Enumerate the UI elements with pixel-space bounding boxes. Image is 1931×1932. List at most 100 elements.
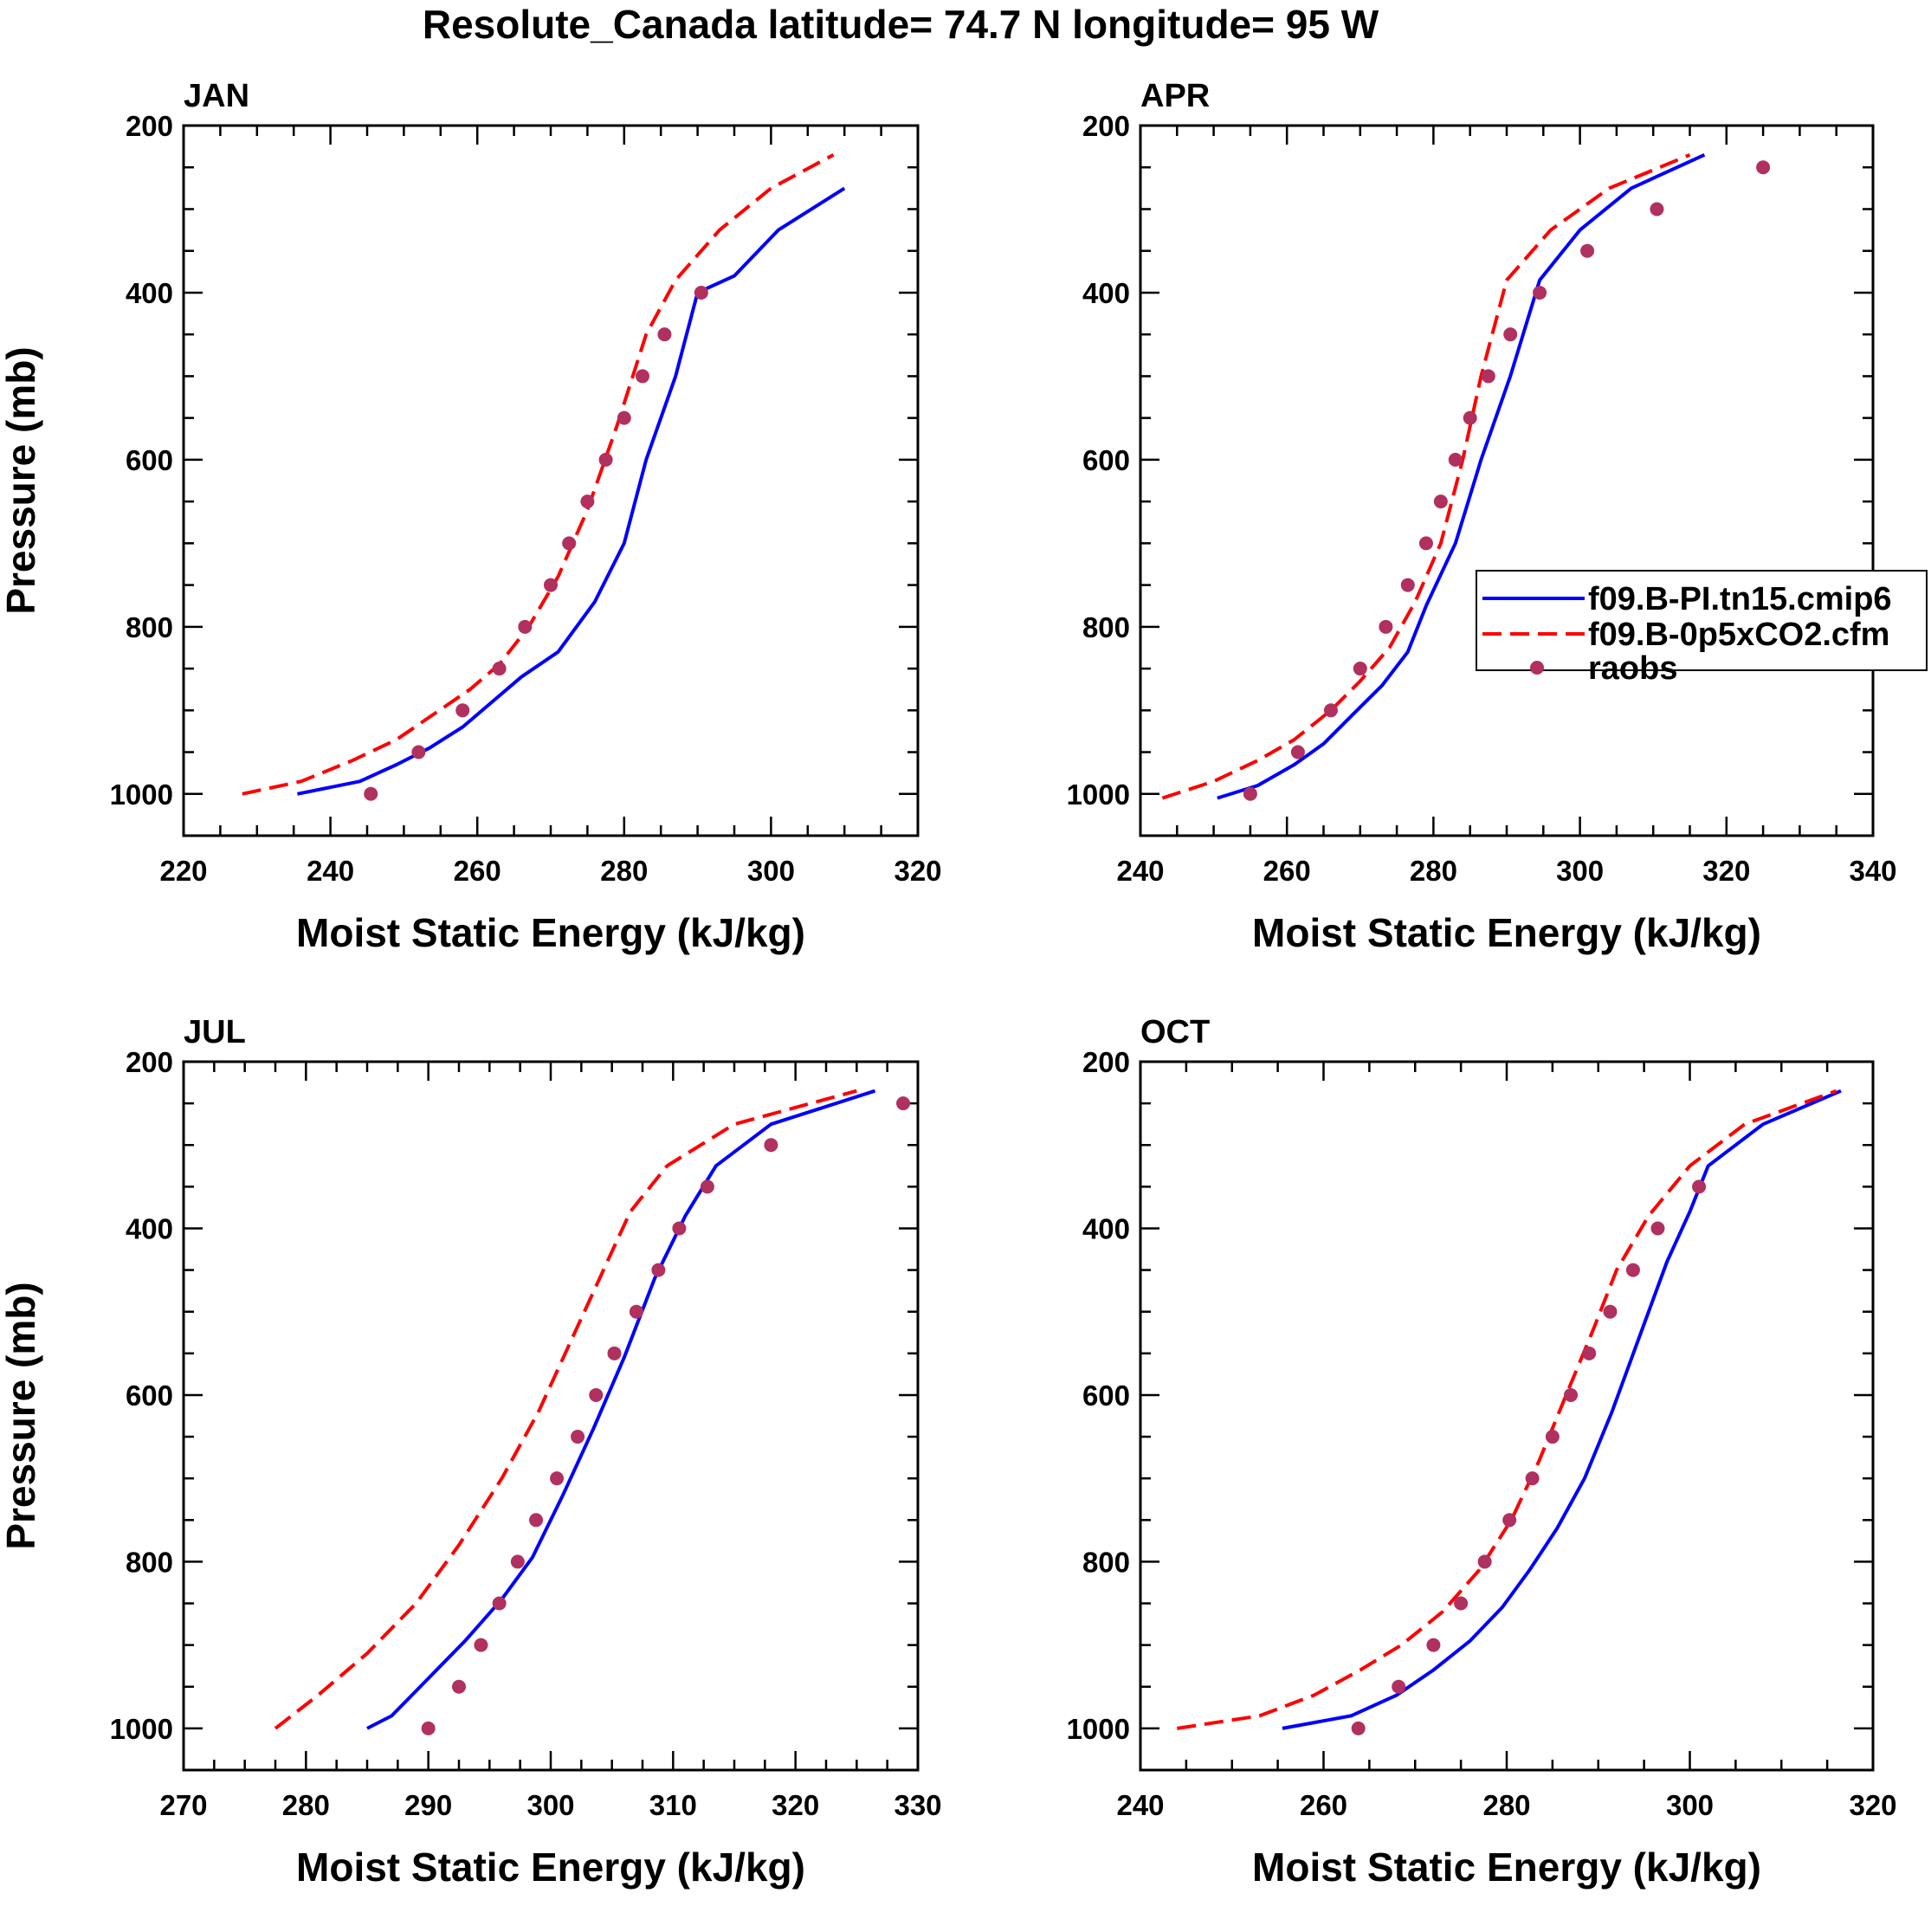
- y-axis-label: Pressure (mb): [0, 346, 43, 614]
- x-tick-label: 260: [1300, 1789, 1347, 1821]
- series-line-pi-control: [297, 186, 846, 796]
- x-tick-label: 310: [649, 1789, 697, 1821]
- raobs-point: [1243, 786, 1257, 801]
- raobs-point: [518, 619, 533, 634]
- raobs-point: [1603, 1304, 1618, 1319]
- x-tick-label: 270: [159, 1789, 207, 1821]
- panel-jul: JUL 270 280 290 300 310 320 330 200 400 600 800 1000…: [0, 1014, 942, 1890]
- x-tick-label: 330: [894, 1789, 941, 1821]
- raobs-point: [364, 786, 378, 801]
- y-tick-label: 600: [1082, 444, 1130, 476]
- raobs-point: [1463, 410, 1477, 425]
- raobs-point: [550, 1471, 565, 1486]
- raobs-point: [1392, 1679, 1406, 1694]
- raobs-point: [700, 1179, 714, 1194]
- legend-box: [1476, 570, 1928, 671]
- plot-frame: [1139, 124, 1875, 837]
- raobs-point: [1503, 327, 1518, 342]
- x-tick-label: 220: [159, 855, 207, 887]
- x-axis-label: Moist Static Energy (kJ/kg): [296, 1845, 805, 1890]
- y-tick-label: 1000: [110, 1713, 173, 1745]
- y-tick-label: 800: [1082, 1546, 1130, 1578]
- raobs-point: [1448, 452, 1463, 467]
- x-tick-label: 280: [1410, 855, 1457, 887]
- y-tick-label: 1000: [110, 779, 173, 811]
- raobs-point: [657, 327, 672, 342]
- raobs-point: [1353, 662, 1367, 676]
- x-tick-label: 240: [307, 855, 354, 887]
- raobs-point: [1418, 536, 1433, 551]
- raobs-point: [1351, 1721, 1366, 1735]
- x-axis-label: Moist Static Energy (kJ/kg): [296, 910, 805, 955]
- x-tick-label: 260: [1263, 855, 1311, 887]
- raobs-point: [411, 745, 426, 759]
- x-tick-label: 340: [1849, 855, 1896, 887]
- y-tick-label: 600: [126, 1380, 173, 1412]
- x-tick-label: 280: [600, 855, 648, 887]
- raobs-point: [580, 494, 595, 509]
- raobs-point: [1379, 619, 1393, 634]
- raobs-point: [455, 703, 470, 718]
- raobs-point: [1692, 1179, 1707, 1194]
- legend-label-2: raobs: [1588, 650, 1677, 687]
- x-tick-label: 320: [1849, 1789, 1896, 1821]
- raobs-point: [544, 578, 558, 592]
- raobs-point: [1454, 1596, 1469, 1611]
- raobs-point: [1481, 369, 1495, 384]
- series-line-pi-control: [1217, 152, 1706, 800]
- series-line-0p5xco2: [274, 1089, 857, 1730]
- x-axis-label: Moist Static Energy (kJ/kg): [1252, 1845, 1761, 1890]
- raobs-point: [672, 1221, 687, 1236]
- x-axis-label: Moist Static Energy (kJ/kg): [1252, 910, 1761, 955]
- raobs-point: [474, 1638, 488, 1652]
- x-tick-label: 320: [1702, 855, 1750, 887]
- plot-frame: [182, 124, 920, 837]
- raobs-point: [629, 1304, 643, 1319]
- raobs-point: [1650, 202, 1664, 216]
- raobs-point: [694, 285, 708, 300]
- x-tick-label: 240: [1116, 1789, 1164, 1821]
- panel-apr: APR 240 260 280 300 320 340 200 400 600 800 1000 Moi…: [1067, 78, 1897, 955]
- panel-oct: OCT 240 260 280 300 320 200 400 600 800 1000 Moist …: [1067, 1014, 1897, 1890]
- y-tick-label: 1000: [1067, 1713, 1130, 1745]
- raobs-point: [598, 452, 613, 467]
- raobs-point: [1477, 1554, 1492, 1569]
- raobs-point: [1650, 1221, 1665, 1236]
- x-tick-label: 240: [1116, 855, 1164, 887]
- y-tick-label: 200: [1082, 1046, 1130, 1078]
- legend: f09.B-PI.tn15.cmip6 f09.B-0p5xCO2.cfm ra…: [1476, 570, 1928, 687]
- legend-label-1: f09.B-0p5xCO2.cfm: [1588, 617, 1889, 653]
- y-tick-label: 800: [126, 1546, 173, 1578]
- panel-label: APR: [1140, 78, 1210, 114]
- raobs-point: [651, 1263, 666, 1277]
- series-line-0p5xco2: [242, 153, 835, 796]
- x-tick-label: 280: [282, 1789, 330, 1821]
- legend-label-0: f09.B-PI.tn15.cmip6: [1588, 581, 1892, 617]
- y-tick-label: 1000: [1067, 779, 1130, 811]
- raobs-point: [421, 1721, 436, 1735]
- raobs-point: [492, 662, 507, 676]
- raobs-point: [1290, 745, 1305, 759]
- series-line-0p5xco2: [1176, 1089, 1837, 1730]
- panel-label: OCT: [1140, 1014, 1210, 1050]
- raobs-point: [1323, 703, 1338, 718]
- raobs-point: [589, 1387, 604, 1402]
- y-tick-label: 400: [126, 1212, 173, 1244]
- x-tick-label: 300: [526, 1789, 574, 1821]
- series-line-pi-control: [366, 1089, 876, 1730]
- raobs-point: [1564, 1387, 1579, 1402]
- raobs-point: [617, 410, 631, 425]
- raobs-point: [636, 369, 649, 384]
- raobs-point: [1533, 285, 1547, 300]
- legend-marker: [1530, 661, 1544, 675]
- x-tick-label: 300: [747, 855, 795, 887]
- raobs-point: [1625, 1263, 1640, 1277]
- figure-title: Resolute_Canada latitude= 74.7 N longitu…: [423, 2, 1379, 47]
- x-tick-label: 300: [1556, 855, 1604, 887]
- y-tick-label: 200: [126, 110, 173, 142]
- raobs-point: [1400, 578, 1415, 592]
- y-tick-label: 800: [1082, 611, 1130, 643]
- raobs-point: [510, 1554, 525, 1569]
- plot-frame: [1139, 1060, 1875, 1772]
